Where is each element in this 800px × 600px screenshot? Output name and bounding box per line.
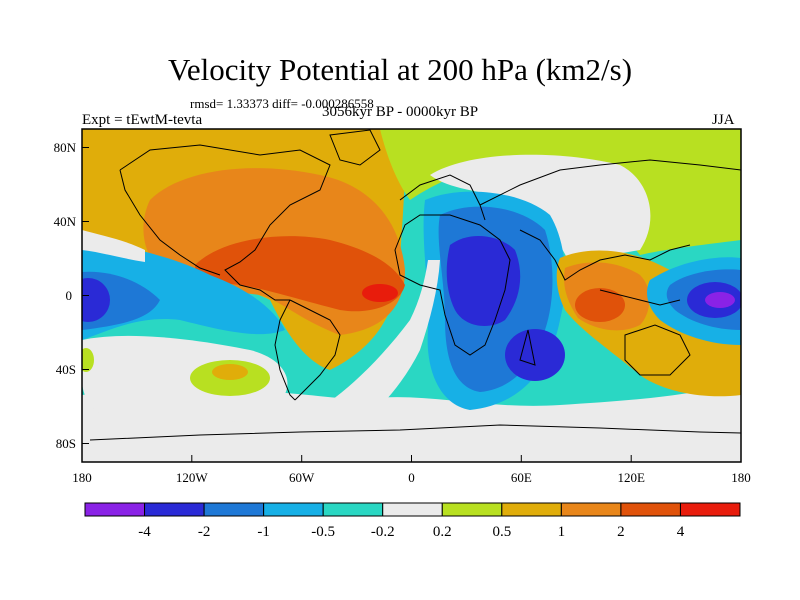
lon-tick-label: 120E — [617, 470, 645, 485]
colorbar-label: -0.5 — [311, 524, 335, 540]
lon-tick-label: 60E — [511, 470, 532, 485]
colorbar-label: -4 — [138, 524, 151, 540]
contour-fill — [82, 129, 741, 462]
rmsd-diff-stats: rmsd= 1.33373 diff= -0.000286558 — [190, 96, 374, 111]
colorbar-label: 4 — [677, 524, 685, 540]
colorbar-label: -2 — [198, 524, 211, 540]
axis-ticks — [81, 147, 742, 462]
colorbar-swatch — [144, 502, 205, 517]
colorbar-label: 1 — [558, 524, 566, 540]
lon-tick-label: 120W — [176, 470, 209, 485]
lon-tick-label: 60W — [289, 470, 315, 485]
coastlines — [89, 129, 741, 441]
colorbar-swatch — [382, 502, 443, 517]
lat-tick-label: 80S — [56, 436, 76, 451]
colorbar-label: 2 — [617, 524, 625, 540]
colorbar-swatch — [501, 502, 562, 517]
lat-tick-label: 80N — [54, 140, 77, 155]
colorbar-swatch — [322, 502, 384, 517]
period-label: 3056kyr BP - 0000kyr BP — [322, 104, 479, 120]
lon-tick-label: 0 — [408, 470, 415, 485]
lat-tick-label: 0 — [66, 288, 73, 303]
colorbar-swatch — [560, 502, 622, 517]
colorbar-swatch — [620, 502, 681, 517]
colorbar-label: 0.2 — [433, 524, 452, 540]
experiment-label: Expt = tEwtM-tevta — [82, 112, 203, 128]
colorbar-label: -1 — [257, 524, 270, 540]
colorbar: -4 -2 -1 -0.5 -0.2 0.2 0.5 1 2 4 — [84, 502, 741, 540]
lat-tick-label: 40N — [54, 214, 77, 229]
lat-tick-label: 40S — [56, 362, 76, 377]
colorbar-swatch — [203, 502, 265, 517]
lon-tick-label: 180 — [72, 470, 92, 485]
colorbar-swatch — [441, 502, 503, 517]
colorbar-swatch — [263, 502, 324, 517]
colorbar-label: -0.2 — [371, 524, 395, 540]
colorbar-swatch — [679, 502, 741, 517]
colorbar-swatch — [84, 502, 146, 517]
plot-title: Velocity Potential at 200 hPa (km2/s) — [167, 52, 633, 87]
lon-tick-label: 180 — [731, 470, 751, 485]
season-label: JJA — [712, 112, 735, 128]
colorbar-label: 0.5 — [492, 524, 511, 540]
